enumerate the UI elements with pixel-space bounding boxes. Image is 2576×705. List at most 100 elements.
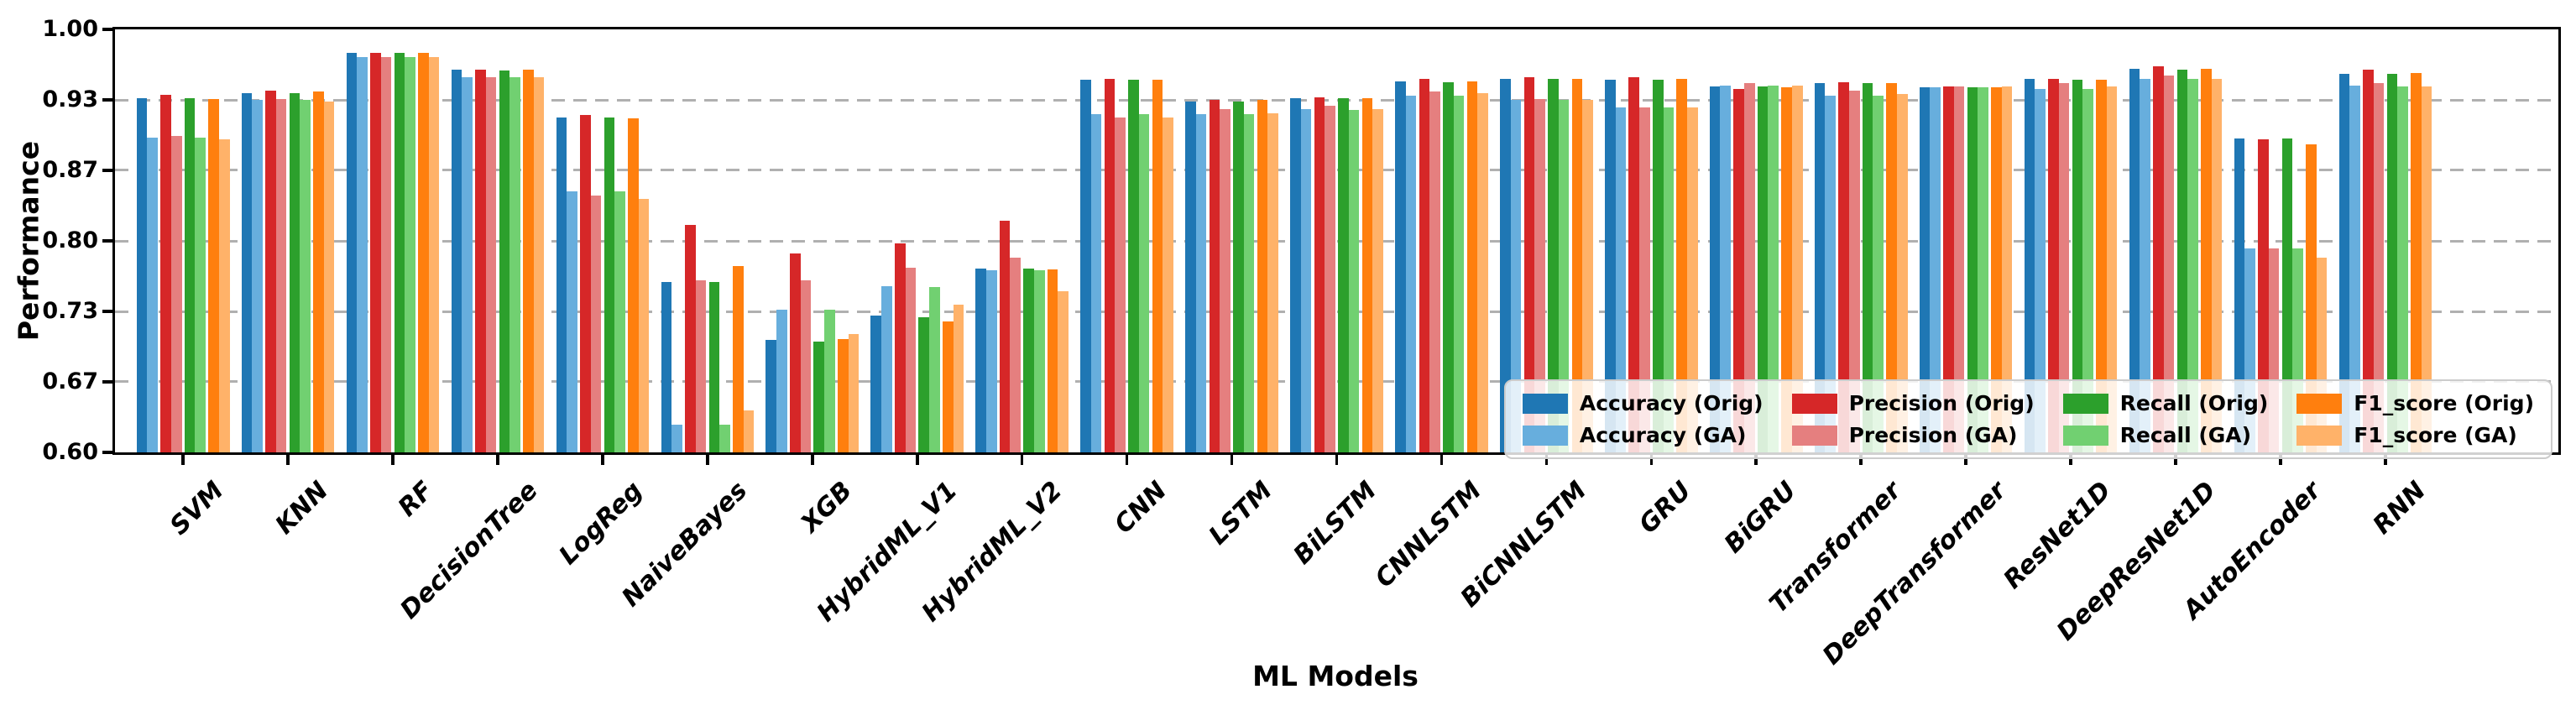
bar: [824, 309, 835, 452]
bar: [1510, 100, 1522, 452]
bar: [1639, 107, 1650, 452]
bar: [1372, 108, 1383, 452]
bar: [1453, 96, 1465, 452]
legend-item: F1_score (Orig): [2296, 391, 2534, 415]
legend-item: Recall (Orig): [2062, 391, 2268, 415]
bar: [2234, 138, 2245, 452]
bar: [357, 56, 368, 452]
bar: [1615, 107, 1627, 452]
bar: [2048, 79, 2059, 452]
bar: [2258, 139, 2269, 452]
bar: [953, 304, 964, 452]
bar: [800, 279, 812, 452]
bar: [418, 52, 429, 452]
bar: [1676, 79, 1688, 452]
bar: [289, 92, 300, 452]
bar: [1500, 79, 1511, 452]
bar: [671, 425, 682, 452]
bar: [1953, 86, 1965, 452]
legend-label: Recall (GA): [2119, 423, 2252, 447]
bar: [1152, 80, 1163, 452]
bar: [252, 100, 263, 452]
x-tick-mark: [811, 454, 814, 465]
bar: [1325, 105, 1335, 452]
plot-border: [112, 27, 2561, 455]
x-tick-mark: [2384, 454, 2387, 465]
bar: [2338, 73, 2350, 452]
bar: [789, 253, 801, 452]
x-tick-mark: [1754, 454, 1758, 465]
bar: [2363, 69, 2374, 452]
bar: [462, 76, 473, 452]
bar: [1429, 91, 1440, 452]
bar: [1338, 97, 1349, 452]
bar: [1361, 97, 1373, 452]
bar: [1010, 258, 1022, 452]
bar: [1314, 97, 1325, 452]
bar: [719, 425, 730, 452]
bar: [265, 91, 276, 452]
bar: [999, 221, 1011, 452]
bar: [1991, 87, 2002, 452]
bar: [743, 410, 755, 452]
bar: [2106, 86, 2118, 452]
bar: [1023, 268, 1034, 452]
gridline: [115, 169, 2558, 172]
y-tick-mark: [102, 380, 113, 384]
x-tick-mark: [1125, 454, 1129, 465]
legend-item: F1_score (GA): [2296, 423, 2534, 447]
bar: [1967, 87, 1978, 452]
bar: [313, 91, 324, 452]
legend-swatch: [2062, 425, 2108, 446]
bar: [160, 95, 171, 452]
bar: [485, 76, 497, 452]
bar: [580, 115, 591, 452]
bar: [1419, 79, 1430, 452]
bar: [475, 69, 486, 452]
x-tick-mark: [2279, 454, 2282, 465]
legend-label: F1_score (GA): [2354, 423, 2517, 447]
bar: [2306, 144, 2317, 452]
bar: [1582, 100, 1593, 452]
bar: [147, 137, 159, 452]
bar: [1558, 100, 1570, 452]
bar: [275, 99, 287, 452]
bar: [661, 282, 672, 452]
bar: [870, 316, 881, 452]
bar: [1628, 76, 1640, 452]
bar: [695, 279, 707, 452]
bar: [1395, 81, 1406, 452]
bar: [1209, 100, 1220, 452]
bar: [556, 117, 567, 452]
legend-item: Recall (GA): [2062, 423, 2269, 447]
legend-swatch: [1791, 393, 1837, 414]
bar: [1534, 99, 1545, 452]
legend-label: Precision (Orig): [1848, 391, 2035, 415]
y-tick-mark: [102, 451, 113, 454]
bar: [2163, 76, 2175, 452]
bar: [1523, 76, 1535, 452]
bar: [975, 268, 986, 452]
y-tick-mark: [102, 310, 113, 313]
bar: [1104, 79, 1116, 452]
gridline: [115, 310, 2558, 313]
legend-swatch: [1522, 425, 1568, 446]
bar: [1919, 87, 1931, 452]
bar: [1466, 81, 1478, 452]
x-tick-mark: [2069, 454, 2072, 465]
bar: [1267, 112, 1278, 452]
bar: [848, 333, 860, 452]
x-tick-mark: [2174, 454, 2177, 465]
bar: [2001, 86, 2013, 452]
bar: [2397, 86, 2408, 452]
bar: [370, 52, 381, 452]
legend-label: Precision (GA): [1848, 423, 2018, 447]
bar: [218, 139, 230, 452]
bar: [813, 341, 825, 452]
bar: [905, 267, 917, 452]
bar: [523, 69, 534, 452]
y-tick-mark: [102, 169, 113, 172]
bar: [1185, 101, 1196, 452]
bar: [2349, 85, 2360, 452]
